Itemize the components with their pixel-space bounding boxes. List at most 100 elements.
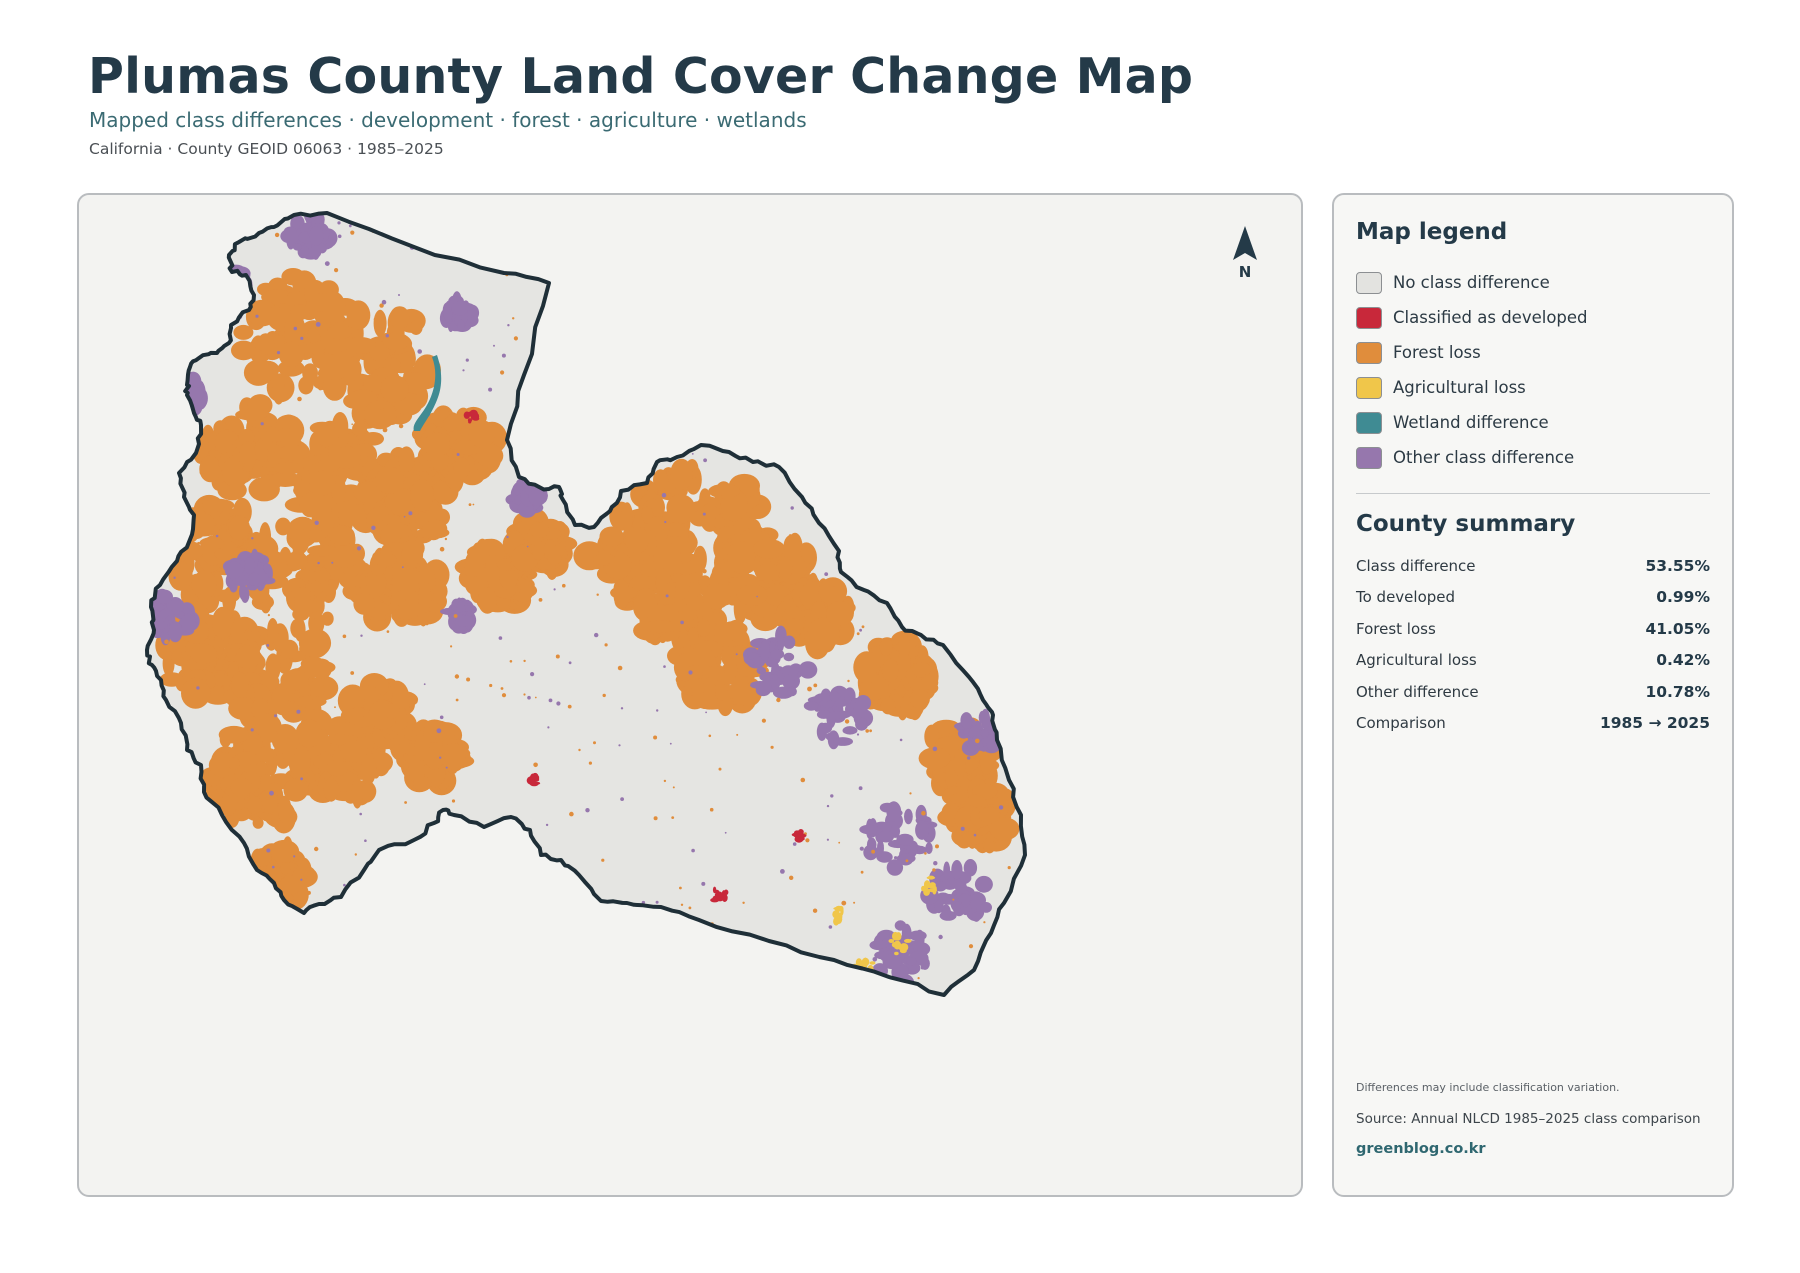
speckle-patch — [932, 868, 936, 872]
speckle-patch — [523, 659, 526, 663]
speckle-patch — [620, 797, 624, 801]
speckle-patch — [395, 605, 401, 610]
speckle-patch — [408, 511, 413, 516]
agricultural-loss-patch — [932, 887, 937, 895]
legend-swatch — [1356, 376, 1382, 399]
forest-loss-patch — [299, 492, 321, 518]
speckle-patch — [386, 630, 390, 633]
speckle-patch — [912, 496, 915, 499]
speckle-patch — [756, 595, 758, 598]
speckle-patch — [935, 844, 939, 849]
speckle-patch — [865, 729, 869, 733]
speckle-patch — [602, 388, 606, 391]
speckle-patch — [351, 423, 354, 425]
speckle-patch — [680, 620, 684, 625]
speckle-patch — [580, 563, 584, 567]
forest-loss-patch — [713, 516, 726, 529]
forest-loss-patch — [880, 697, 896, 715]
speckle-patch — [421, 857, 425, 861]
speckle-patch — [277, 307, 280, 310]
speckle-patch — [404, 801, 407, 804]
other-difference-patch — [777, 634, 785, 652]
speckle-patch — [261, 808, 265, 813]
other-difference-patch — [882, 953, 902, 970]
agricultural-loss-patch — [892, 931, 899, 941]
speckle-patch — [364, 839, 367, 842]
forest-loss-patch — [323, 777, 339, 802]
speckle-patch — [818, 247, 822, 250]
speckle-patch — [300, 336, 304, 340]
developed-patch — [534, 777, 540, 782]
speckle-patch — [936, 576, 939, 579]
speckle-patch — [350, 230, 355, 235]
speckle-patch — [567, 704, 572, 709]
forest-loss-patch — [309, 470, 336, 496]
speckle-patch — [225, 792, 229, 797]
speckle-patch — [670, 600, 675, 605]
speckle-patch — [761, 718, 767, 723]
speckle-patch — [425, 621, 429, 626]
speckle-patch — [380, 408, 384, 412]
forest-loss-patch — [290, 528, 310, 555]
speckle-patch — [214, 881, 217, 884]
speckle-patch — [924, 852, 927, 855]
speckle-patch — [665, 594, 669, 598]
speckle-patch — [199, 471, 203, 475]
other-difference-patch — [451, 300, 468, 316]
other-difference-patch — [980, 729, 989, 737]
other-difference-patch — [874, 940, 890, 949]
speckle-patch — [253, 906, 257, 910]
speckle-patch — [279, 324, 282, 327]
speckle-patch — [178, 800, 184, 805]
speckle-patch — [748, 276, 751, 279]
speckle-patch — [629, 601, 634, 607]
speckle-patch — [801, 361, 805, 365]
speckle-patch — [371, 525, 376, 530]
speckle-patch — [653, 735, 658, 740]
map-panel[interactable] — [77, 193, 1303, 1197]
other-difference-patch — [211, 273, 222, 283]
forest-loss-patch — [228, 515, 250, 541]
speckle-patch — [603, 922, 607, 926]
summary-label: Forest loss — [1356, 619, 1436, 638]
speckle-patch — [636, 948, 639, 952]
speckle-patch — [828, 925, 833, 929]
other-difference-patch — [859, 824, 879, 835]
speckle-patch — [710, 310, 713, 314]
speckle-patch — [669, 742, 672, 745]
speckle-patch — [314, 846, 319, 852]
speckle-patch — [410, 901, 414, 905]
forest-loss-patch — [321, 611, 334, 626]
speckle-patch — [708, 384, 713, 389]
speckle-patch — [509, 660, 513, 663]
forest-loss-patch — [398, 446, 415, 472]
forest-loss-patch — [238, 429, 255, 447]
forest-loss-patch — [315, 425, 339, 447]
county-map[interactable] — [79, 195, 1303, 1197]
other-difference-patch — [220, 279, 228, 288]
summary-value: 53.55% — [1645, 556, 1710, 575]
forest-loss-patch — [778, 556, 793, 580]
speckle-patch — [953, 464, 958, 468]
speckle-patch — [691, 453, 694, 455]
speckle-patch — [718, 767, 722, 771]
speckle-patch — [772, 389, 775, 393]
other-difference-patch — [224, 561, 243, 579]
legend-title: Map legend — [1356, 219, 1508, 245]
legend-label: Wetland difference — [1393, 413, 1549, 432]
forest-loss-patch — [293, 317, 305, 346]
speckle-patch — [172, 314, 176, 317]
speckle-patch — [800, 777, 806, 783]
forest-loss-patch — [390, 592, 406, 610]
speckle-patch — [617, 665, 623, 671]
speckle-patch — [813, 683, 818, 688]
speckle-patch — [331, 561, 334, 564]
speckle-patch — [859, 628, 862, 632]
speckle-patch — [899, 365, 903, 368]
other-difference-patch — [226, 288, 245, 304]
speckle-patch — [860, 870, 864, 874]
speckle-patch — [274, 232, 280, 238]
forest-loss-patch — [659, 604, 679, 621]
site-link[interactable]: greenblog.co.kr — [1356, 1141, 1486, 1157]
speckle-patch — [269, 790, 274, 796]
